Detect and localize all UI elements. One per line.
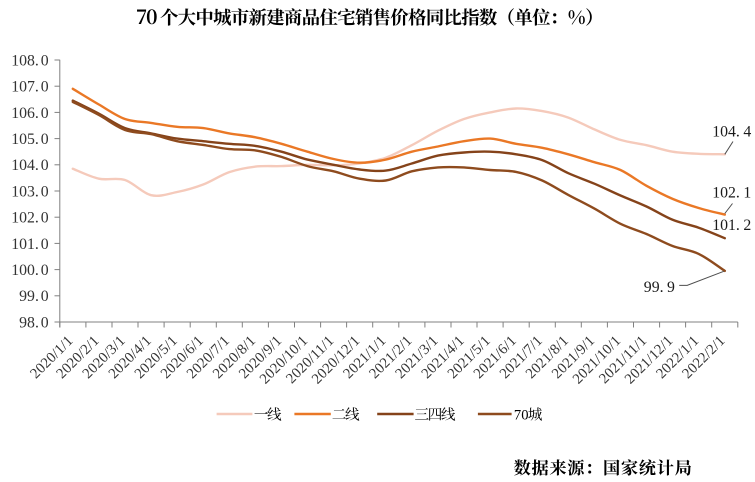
svg-text:99.0: 99. 0 — [19, 288, 49, 305]
svg-text:98.0: 98. 0 — [19, 314, 49, 331]
svg-text:106.0: 106. 0 — [11, 105, 48, 122]
svg-text:108.0: 108. 0 — [11, 52, 48, 69]
svg-text:105.0: 105. 0 — [11, 131, 48, 148]
svg-text:101.0: 101. 0 — [11, 236, 48, 253]
svg-text:103.0: 103. 0 — [11, 183, 48, 200]
svg-text:100.0: 100. 0 — [11, 262, 48, 279]
svg-text:70: 70 — [514, 407, 529, 423]
svg-text:99.9: 99. 9 — [644, 279, 675, 296]
svg-text:101.2: 101. 2 — [712, 217, 751, 234]
svg-text:102.0: 102. 0 — [11, 210, 48, 227]
svg-text:104.4: 104. 4 — [712, 124, 751, 141]
svg-text:107.0: 107. 0 — [11, 79, 48, 96]
svg-text:104.0: 104. 0 — [11, 157, 48, 174]
svg-text:102.1: 102. 1 — [712, 185, 751, 202]
